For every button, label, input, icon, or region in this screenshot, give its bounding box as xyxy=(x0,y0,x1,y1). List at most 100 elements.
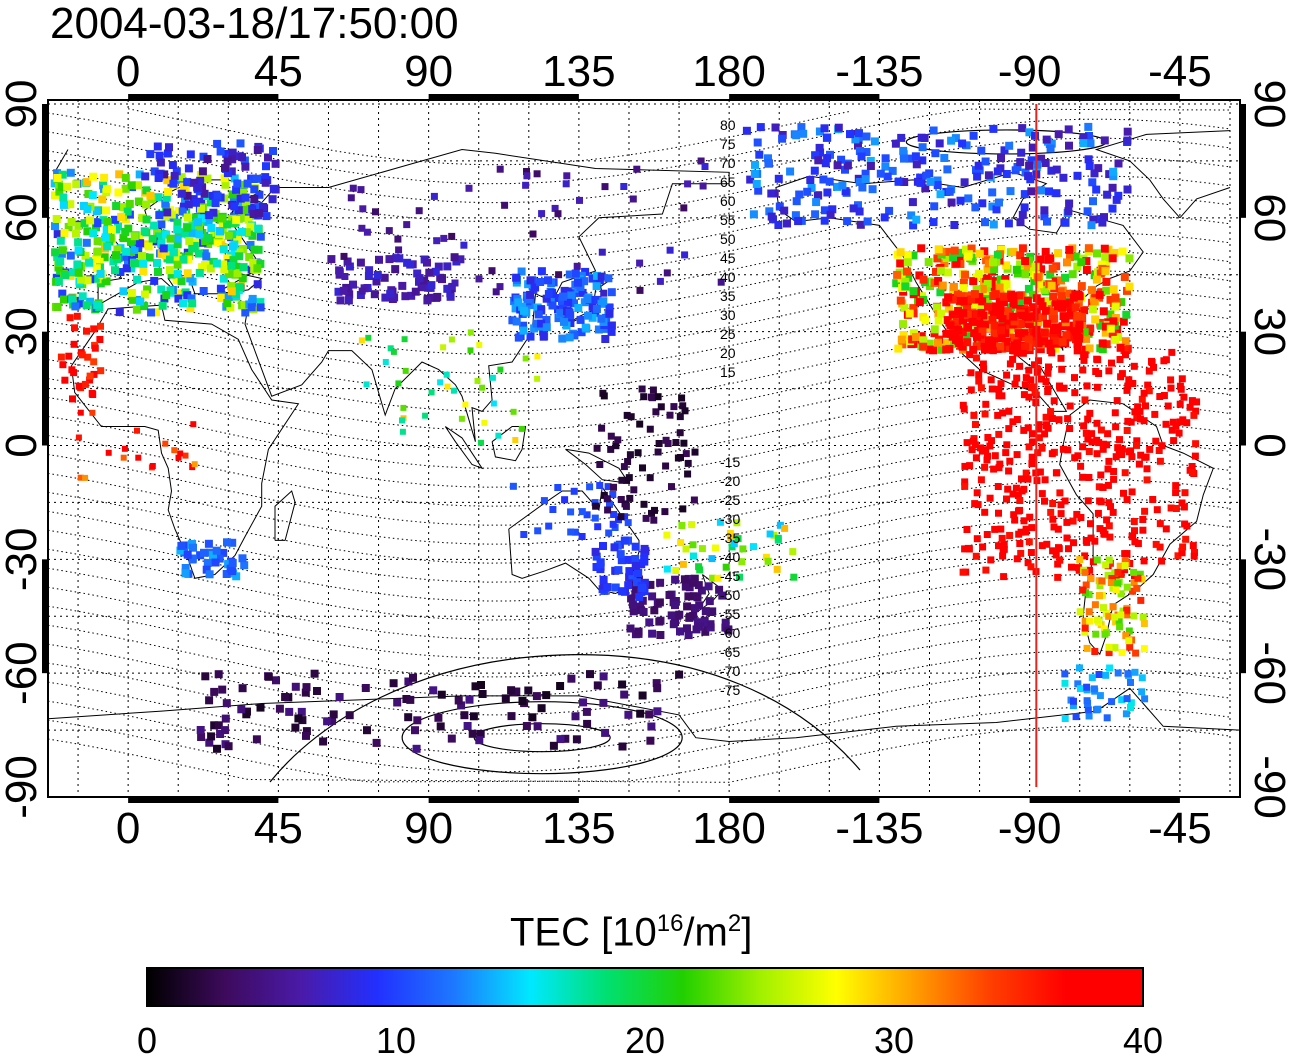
tec-pixel xyxy=(1114,669,1122,677)
tec-pixel xyxy=(582,707,591,716)
tec-pixel xyxy=(1065,199,1074,208)
tec-pixel xyxy=(411,726,419,735)
tec-pixel xyxy=(229,194,238,203)
top-lon-label: 0 xyxy=(116,47,140,96)
tec-pixel xyxy=(1016,540,1024,547)
tec-pixel xyxy=(210,687,219,696)
tec-pixel xyxy=(1106,533,1114,541)
tec-pixel xyxy=(121,228,130,236)
tec-pixel xyxy=(614,566,623,575)
tec-pixel xyxy=(532,319,541,328)
tec-pixel xyxy=(1013,451,1021,459)
tec-pixel xyxy=(100,173,109,182)
tec-pixel xyxy=(838,181,847,190)
tec-pixel xyxy=(903,251,912,260)
tec-pixel xyxy=(1100,244,1109,253)
tec-pixel xyxy=(667,611,676,620)
tec-pixel xyxy=(960,405,968,413)
tec-pixel xyxy=(255,190,264,199)
tec-pixel xyxy=(1054,249,1063,258)
tec-pixel xyxy=(82,474,89,481)
tec-pixel xyxy=(563,172,571,180)
tec-pixel xyxy=(302,683,311,692)
tec-pixel xyxy=(1085,712,1093,720)
tec-pixel xyxy=(1031,361,1038,369)
tec-pixel xyxy=(53,169,62,178)
tec-pixel xyxy=(767,212,776,221)
tec-pixel xyxy=(1118,649,1126,656)
tec-pixel xyxy=(1158,442,1166,450)
tec-pixel xyxy=(973,310,981,319)
tec-pixel xyxy=(876,169,885,178)
tec-pixel xyxy=(978,335,987,344)
tec-pixel xyxy=(1136,415,1144,423)
tec-pixel xyxy=(246,222,255,231)
tec-pixel xyxy=(250,195,259,203)
tec-pixel xyxy=(1080,356,1088,364)
tec-pixel xyxy=(1148,359,1156,366)
tec-pixel xyxy=(387,345,394,352)
tec-pixel xyxy=(578,508,586,516)
tec-pixel xyxy=(285,707,294,716)
tec-pixel xyxy=(1025,393,1033,401)
tec-pixel xyxy=(588,313,597,322)
tec-pixel xyxy=(573,278,582,287)
tec-pixel xyxy=(452,257,461,266)
tec-pixel xyxy=(135,170,144,179)
tec-pixel xyxy=(161,212,170,221)
tec-pixel xyxy=(1071,374,1078,382)
tec-pixel xyxy=(1138,395,1146,403)
tec-pixel xyxy=(705,597,714,606)
tec-pixel xyxy=(1054,525,1062,533)
tec-pixel xyxy=(1073,262,1082,271)
tec-pixel xyxy=(420,276,429,285)
tec-pixel xyxy=(77,275,86,284)
tec-pixel xyxy=(648,592,657,601)
tec-pixel xyxy=(897,335,906,344)
tec-pixel xyxy=(423,258,431,267)
tec-pixel xyxy=(951,134,960,143)
tec-pixel xyxy=(921,316,930,325)
tec-pixel xyxy=(1024,172,1033,181)
tec-pixel xyxy=(1027,187,1036,196)
tec-pixel xyxy=(1035,434,1043,442)
tec-pixel xyxy=(1172,482,1180,490)
tec-pixel xyxy=(1123,136,1132,145)
tec-pixel xyxy=(1000,541,1008,548)
tec-pixel xyxy=(1095,370,1103,377)
tec-pixel xyxy=(201,260,210,269)
tec-pixel xyxy=(301,688,310,697)
tec-pixel xyxy=(1109,167,1118,176)
tec-pixel xyxy=(256,259,265,268)
tec-pixel xyxy=(1097,471,1105,479)
tec-pixel xyxy=(524,295,533,304)
tec-pixel xyxy=(413,269,422,278)
tec-pixel xyxy=(1105,367,1113,375)
tec-pixel xyxy=(1038,542,1046,550)
tec-pixel xyxy=(336,296,345,305)
tec-pixel xyxy=(669,620,678,629)
tec-pixel xyxy=(313,687,321,695)
tec-pixel xyxy=(1172,422,1180,430)
tec-pixel xyxy=(1103,714,1111,722)
tec-pixel xyxy=(1083,683,1091,691)
tec-pixel xyxy=(1083,207,1092,216)
right-lat-label: 90 xyxy=(1245,80,1292,129)
tec-pixel xyxy=(861,169,870,178)
tec-pixel xyxy=(1047,166,1056,175)
tec-pixel xyxy=(1025,366,1033,374)
tec-pixel xyxy=(443,371,450,378)
tec-pixel xyxy=(1091,292,1100,301)
tec-pixel xyxy=(150,167,159,176)
tec-pixel xyxy=(203,174,212,183)
tec-pixel xyxy=(961,270,969,279)
tec-pixel xyxy=(1106,324,1115,333)
tec-pixel xyxy=(58,289,67,298)
tec-pixel xyxy=(693,593,702,602)
right-lat-label: 0 xyxy=(1245,433,1292,457)
tec-pixel xyxy=(89,409,96,416)
tec-pixel xyxy=(656,578,665,587)
tec-pixel xyxy=(726,529,734,537)
tec-pixel xyxy=(606,500,613,508)
tec-pixel xyxy=(607,288,616,297)
